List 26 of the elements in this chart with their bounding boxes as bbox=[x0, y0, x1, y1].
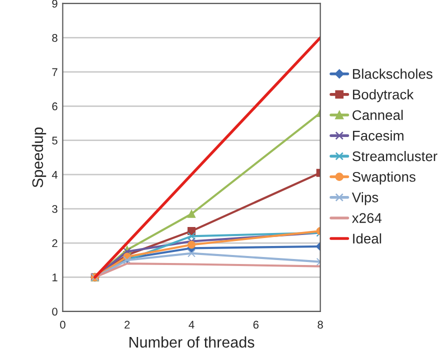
y-tick-label: 7 bbox=[52, 68, 58, 76]
x-axis-title: Number of threads bbox=[130, 336, 254, 348]
y-tick-label: 0 bbox=[52, 308, 58, 316]
y-tick-label: 1 bbox=[52, 274, 58, 282]
legend-label: Facesim bbox=[353, 130, 404, 141]
y-tick-label: 2 bbox=[52, 239, 58, 248]
y-tick-label: 3 bbox=[52, 205, 58, 213]
legend-label: Blackscholes bbox=[353, 68, 432, 79]
y-tick-label: 8 bbox=[52, 34, 58, 42]
x-tick-label: 0 bbox=[60, 320, 66, 329]
x-tick-label: 2 bbox=[124, 320, 130, 329]
x-tick-label: 8 bbox=[318, 320, 323, 329]
legend-label: Swaptions bbox=[352, 172, 416, 185]
legend-label: Ideal bbox=[353, 233, 382, 244]
y-tick-label: 6 bbox=[52, 102, 58, 110]
y-tick-label: 9 bbox=[52, 0, 58, 8]
y-axis-title: Speedup bbox=[32, 128, 46, 188]
legend-label: Vips bbox=[352, 192, 378, 206]
y-tick-label: 5 bbox=[52, 136, 58, 144]
legend-label: Bodytrack bbox=[353, 89, 414, 102]
x-tick-label: 4 bbox=[188, 320, 194, 329]
legend-label: Canneal bbox=[352, 110, 403, 120]
legend-label: Streamcluster bbox=[352, 150, 438, 162]
x-tick-label: 6 bbox=[253, 320, 259, 329]
y-tick-label: 4 bbox=[52, 170, 58, 179]
legend-label: x264 bbox=[352, 213, 382, 223]
